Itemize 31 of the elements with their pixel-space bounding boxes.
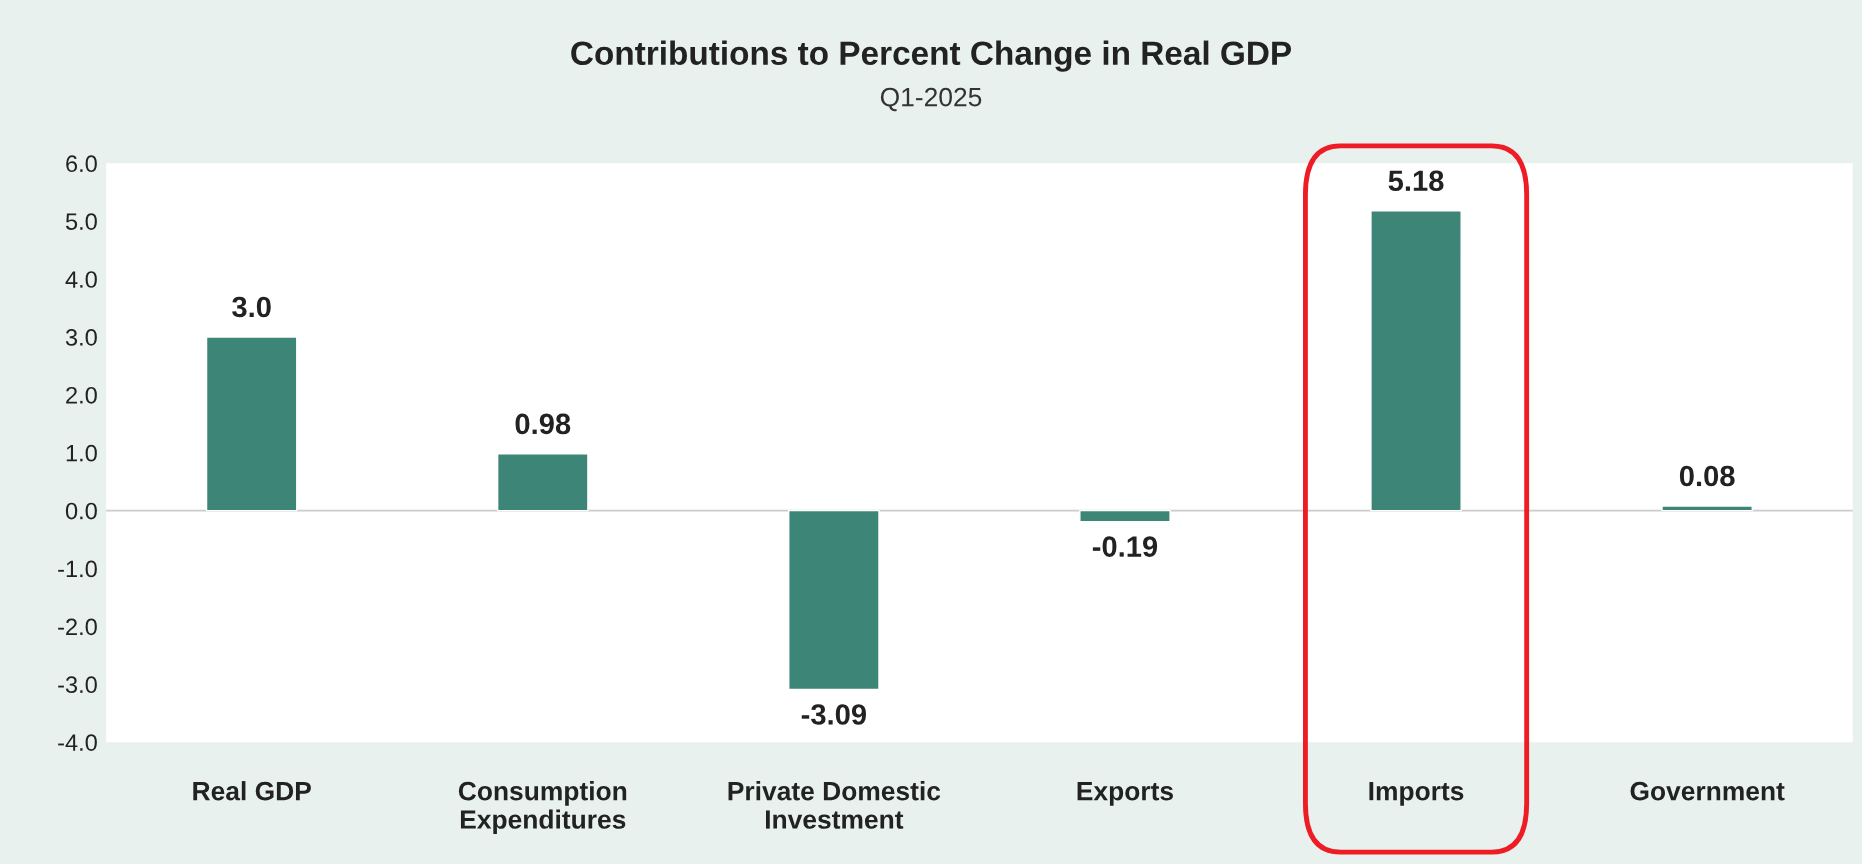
x-tick-label: Government — [1630, 781, 1785, 801]
chart-title: Contributions to Percent Change in Real GDP — [571, 40, 1292, 72]
y-tick-label: 0.0 — [65, 502, 97, 520]
y-tick-label: 5.0 — [65, 213, 97, 230]
bar — [1370, 210, 1462, 512]
data-label: 3.0 — [232, 296, 271, 318]
chart-subtitle: Q1-2025 — [880, 87, 982, 112]
bar — [788, 509, 880, 691]
data-label: -3.09 — [801, 704, 867, 725]
bar — [1079, 509, 1171, 523]
y-tick-label: 6.0 — [66, 155, 97, 173]
y-tick-label: -4.0 — [58, 734, 97, 751]
x-tick-label: Imports — [1369, 782, 1464, 806]
y-tick-label: 3.0 — [65, 329, 97, 346]
x-tick-label: Private Domestic Investment — [728, 781, 941, 829]
y-tick-label: 4.0 — [65, 271, 97, 288]
x-tick-label: Real GDP — [193, 781, 311, 801]
data-label: 0.98 — [515, 413, 571, 435]
data-label: 0.08 — [1679, 465, 1735, 487]
x-tick-label: Consumption Expenditures — [458, 781, 627, 835]
bar — [496, 453, 589, 512]
y-tick-label: 1.0 — [66, 444, 97, 462]
bar — [205, 336, 298, 512]
y-tick-label: 2.0 — [66, 386, 97, 404]
bar — [1661, 505, 1753, 512]
x-tick-label: Exports — [1077, 782, 1173, 806]
y-tick-label: -2.0 — [58, 618, 97, 636]
y-tick-label: -1.0 — [58, 560, 97, 578]
data-label: -0.19 — [1092, 536, 1158, 557]
data-label: 5.18 — [1388, 170, 1444, 192]
y-tick-label: -3.0 — [58, 676, 97, 694]
